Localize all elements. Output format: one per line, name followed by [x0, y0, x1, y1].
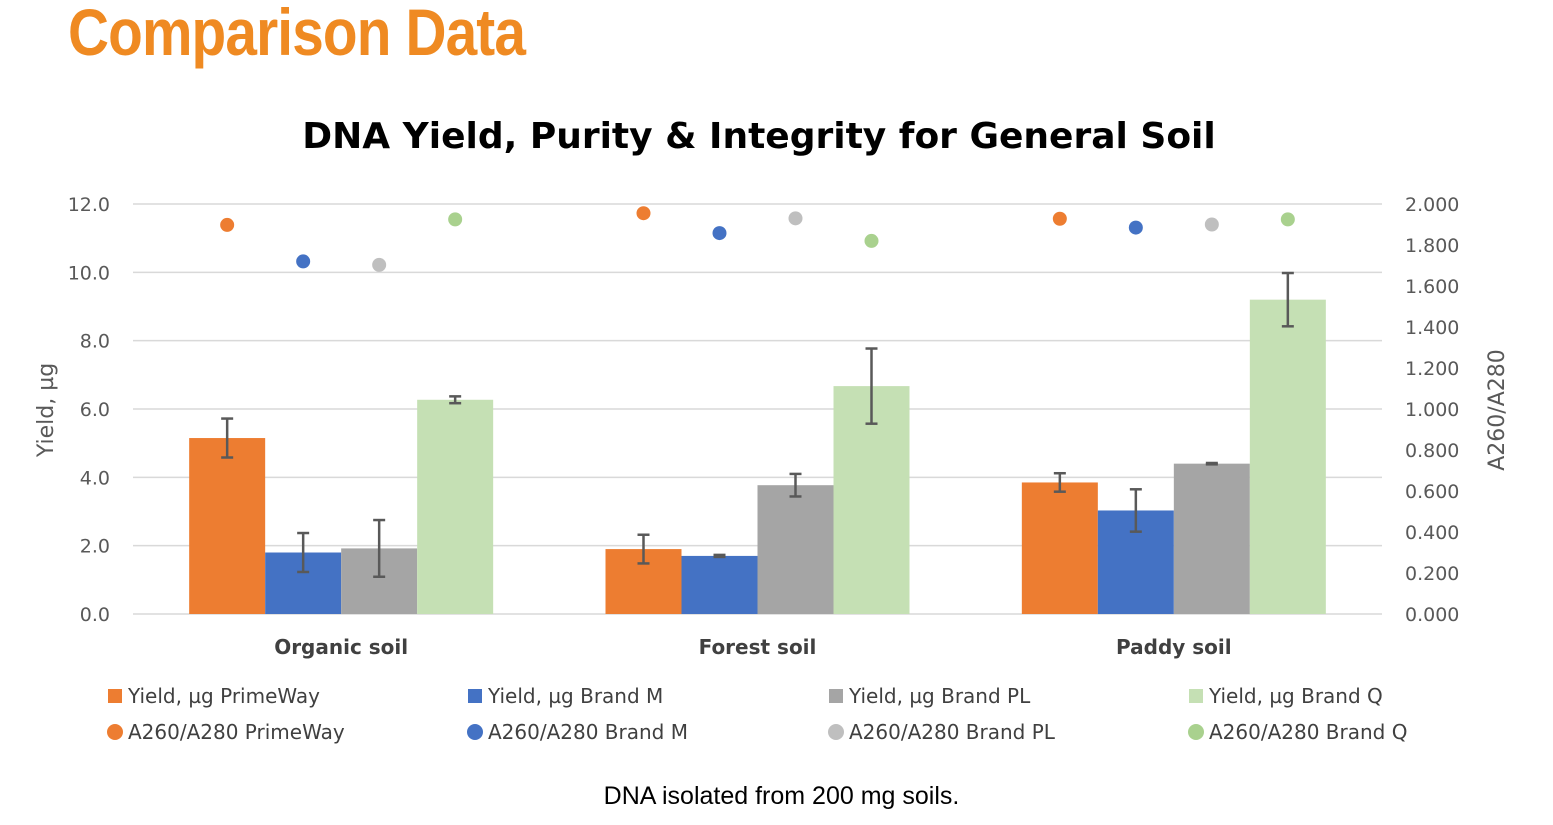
ratio-point	[1280, 212, 1295, 227]
bar	[189, 438, 266, 614]
y2-tick-label: 0.400	[1405, 522, 1459, 544]
legend-label: Yield, µg Brand PL	[848, 684, 1031, 708]
y-tick-label: 6.0	[80, 399, 110, 421]
ratio-point	[372, 257, 387, 272]
y-tick-label: 2.0	[80, 536, 110, 558]
legend-swatch	[468, 689, 482, 703]
y2-axis-label: A260/A280	[1485, 349, 1510, 471]
figure-caption: DNA isolated from 200 mg soils.	[603, 782, 960, 810]
ratio-point	[296, 254, 311, 269]
legend-label: Yield, µg Brand Q	[1208, 684, 1383, 708]
y2-tick-label: 0.000	[1405, 604, 1459, 626]
category-label: Forest soil	[699, 635, 817, 659]
ratio-point	[788, 211, 803, 226]
y2-tick-label: 1.600	[1405, 276, 1459, 298]
legend-label: Yield, µg Brand M	[487, 684, 663, 708]
ratio-points	[220, 206, 1295, 272]
legend-label: A260/A280 Brand Q	[1209, 720, 1407, 744]
y-axis-label: Yield, µg	[34, 363, 59, 458]
ratio-point	[448, 212, 463, 227]
bar	[757, 485, 834, 614]
ratio-point	[712, 226, 727, 241]
bar	[1249, 299, 1326, 614]
bar	[1173, 463, 1250, 614]
y-tick-label: 12.0	[68, 194, 110, 216]
category-label: Paddy soil	[1116, 635, 1232, 659]
error-bars	[221, 271, 1294, 579]
legend-marker	[467, 724, 483, 740]
ratio-point	[220, 217, 235, 232]
page-heading: Comparison Data	[68, 0, 526, 69]
ratio-point	[1128, 220, 1143, 235]
category-label: Organic soil	[274, 635, 408, 659]
ratio-point	[1052, 211, 1067, 226]
category-labels: Organic soil Forest soil Paddy soil	[274, 635, 1231, 659]
y2-tick-label: 0.200	[1405, 563, 1459, 585]
ratio-point	[864, 233, 879, 248]
legend-swatch	[1189, 689, 1203, 703]
legend: Yield, µg PrimeWay Yield, µg Brand M Yield…	[107, 684, 1407, 744]
y2-tick-label: 1.400	[1405, 317, 1459, 339]
y-tick-label: 8.0	[80, 331, 110, 353]
ratio-point	[1204, 217, 1219, 232]
y-tick-label: 0.0	[80, 604, 110, 626]
y2-tick-label: 0.800	[1405, 440, 1459, 462]
legend-marker	[1188, 724, 1204, 740]
y-tick-label: 4.0	[80, 467, 110, 489]
y2-tick-label: 0.600	[1405, 481, 1459, 503]
bar-series	[189, 299, 1326, 614]
legend-label: Yield, µg PrimeWay	[127, 684, 320, 708]
right-axis-ticks: 0.000 0.200 0.400 0.600 0.800 1.000 1.200 1.400…	[1405, 194, 1459, 626]
legend-swatch	[108, 689, 122, 703]
chart-title: DNA Yield, Purity & Integrity for Genera…	[302, 116, 1216, 157]
y2-tick-label: 1.000	[1405, 399, 1459, 421]
legend-label: A260/A280 PrimeWay	[128, 720, 345, 744]
legend-swatch	[829, 689, 843, 703]
legend-marker	[107, 724, 123, 740]
left-axis-ticks: 0.0 2.0 4.0 6.0 8.0 10.0 12.0	[68, 194, 110, 626]
bar	[417, 399, 494, 614]
y2-tick-label: 1.800	[1405, 235, 1459, 257]
y2-tick-label: 1.200	[1405, 358, 1459, 380]
legend-label: A260/A280 Brand M	[488, 720, 688, 744]
y2-tick-label: 2.000	[1405, 194, 1459, 216]
legend-marker	[828, 724, 844, 740]
bar	[681, 555, 758, 614]
bar	[1021, 482, 1098, 614]
y-tick-label: 10.0	[68, 262, 110, 284]
legend-label: A260/A280 Brand PL	[849, 720, 1056, 744]
ratio-point	[636, 206, 651, 221]
